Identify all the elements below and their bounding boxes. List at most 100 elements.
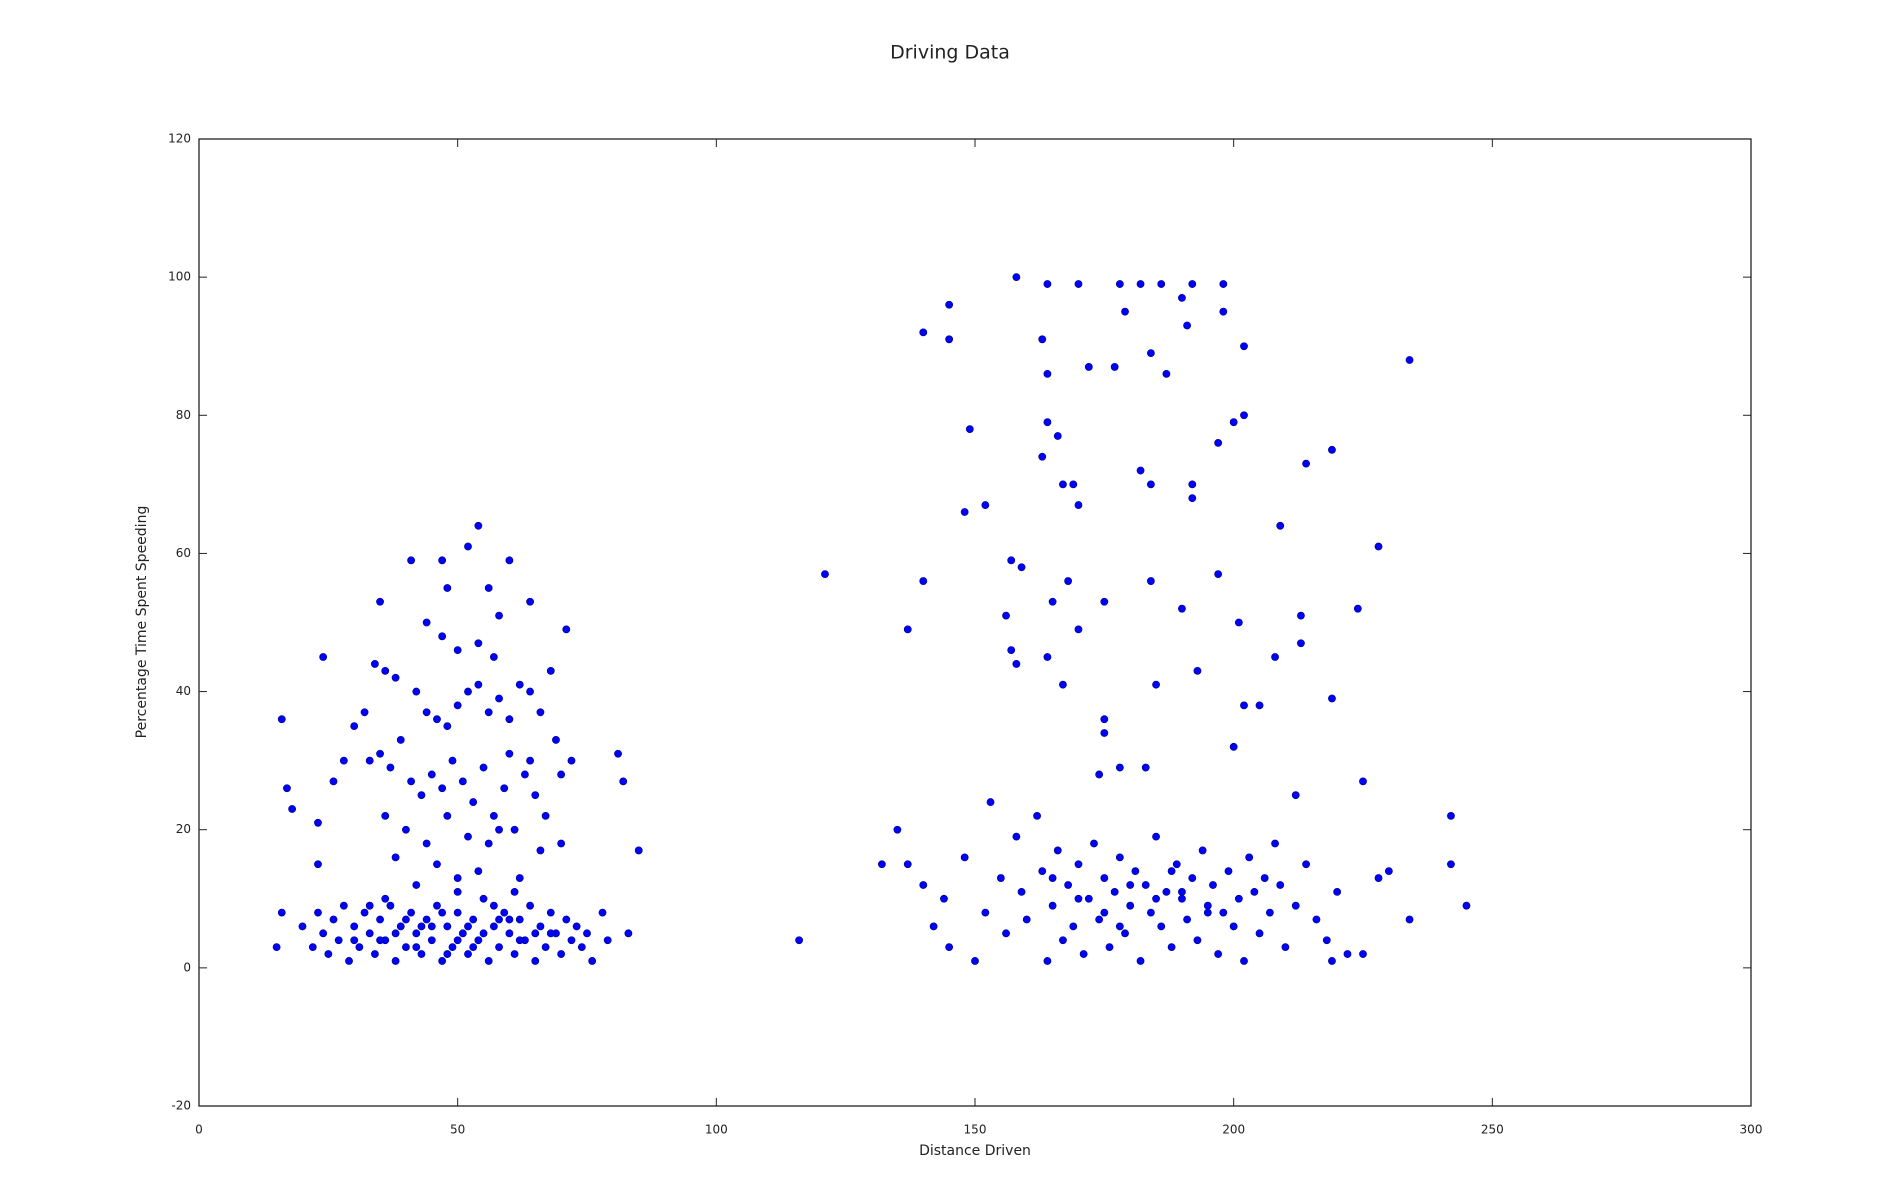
point	[1146, 349, 1155, 358]
point	[469, 798, 478, 806]
y-axis-label: Percentage Time Spent Speeding	[134, 506, 150, 739]
point	[469, 943, 478, 952]
point	[288, 805, 297, 813]
point	[489, 812, 498, 820]
point	[365, 756, 374, 765]
point	[464, 687, 472, 696]
point	[474, 521, 483, 530]
point	[386, 763, 395, 772]
point	[567, 756, 576, 765]
point	[1162, 887, 1171, 896]
x-axis-label: Distance Driven	[919, 1143, 1031, 1159]
point	[546, 666, 555, 675]
point	[515, 874, 524, 882]
point	[505, 749, 514, 758]
point	[557, 950, 566, 958]
point	[365, 901, 374, 910]
point	[448, 756, 457, 765]
point	[1105, 943, 1114, 952]
point	[1333, 887, 1342, 896]
point	[433, 715, 441, 724]
point	[381, 894, 390, 903]
point	[1188, 280, 1197, 288]
point	[324, 950, 333, 958]
point	[417, 791, 426, 800]
point	[438, 784, 447, 793]
point	[407, 908, 416, 917]
point	[1167, 867, 1176, 876]
point	[1121, 929, 1129, 938]
point	[1095, 915, 1104, 924]
point	[314, 908, 322, 917]
x-tick-label: 0	[195, 1123, 203, 1137]
point	[376, 597, 384, 606]
point	[1297, 611, 1305, 620]
point	[1271, 839, 1279, 848]
point	[1126, 881, 1135, 889]
point	[552, 736, 560, 744]
point	[1297, 639, 1305, 648]
point	[1183, 915, 1192, 924]
point	[1276, 881, 1285, 889]
point	[1017, 887, 1026, 896]
point	[945, 943, 954, 952]
point	[1048, 901, 1057, 910]
point	[536, 846, 545, 855]
point	[360, 908, 369, 917]
point	[1240, 342, 1248, 351]
point	[510, 950, 519, 958]
y-tick-label: -20	[171, 1099, 191, 1113]
point	[557, 839, 566, 848]
point	[1162, 369, 1171, 378]
point	[929, 922, 938, 931]
point	[453, 646, 462, 655]
x-tick-label: 100	[705, 1123, 728, 1137]
point	[598, 908, 607, 917]
point	[1115, 280, 1124, 288]
point	[531, 957, 540, 965]
point	[1462, 901, 1471, 910]
point	[562, 625, 571, 634]
point	[1276, 521, 1285, 530]
point	[376, 936, 384, 945]
point	[453, 874, 462, 882]
point	[903, 860, 912, 869]
point	[634, 846, 643, 855]
point	[500, 908, 509, 917]
point	[536, 922, 545, 931]
point	[1146, 480, 1155, 489]
point	[495, 915, 503, 924]
point	[474, 639, 483, 648]
point	[515, 680, 524, 689]
point	[339, 756, 348, 765]
point	[1229, 922, 1238, 931]
point	[588, 957, 597, 965]
point	[531, 929, 540, 938]
point	[355, 943, 364, 952]
point	[960, 508, 969, 516]
point	[1447, 860, 1455, 869]
point	[1193, 666, 1202, 675]
point	[981, 501, 990, 509]
point	[319, 653, 328, 661]
point	[438, 957, 447, 965]
point	[427, 936, 436, 945]
point	[386, 901, 395, 910]
point	[484, 839, 493, 848]
point	[1183, 321, 1192, 330]
point	[474, 680, 483, 689]
y-tick-label: 100	[168, 270, 191, 284]
point	[996, 874, 1005, 882]
point	[505, 929, 514, 938]
point	[1374, 874, 1383, 882]
y-tick-label: 40	[176, 684, 191, 698]
point	[308, 943, 317, 952]
point	[526, 597, 534, 606]
point	[572, 922, 581, 931]
point	[1291, 791, 1300, 800]
y-tick-label: 80	[176, 408, 191, 422]
point	[541, 943, 550, 952]
point	[1141, 881, 1150, 889]
point	[453, 887, 462, 896]
